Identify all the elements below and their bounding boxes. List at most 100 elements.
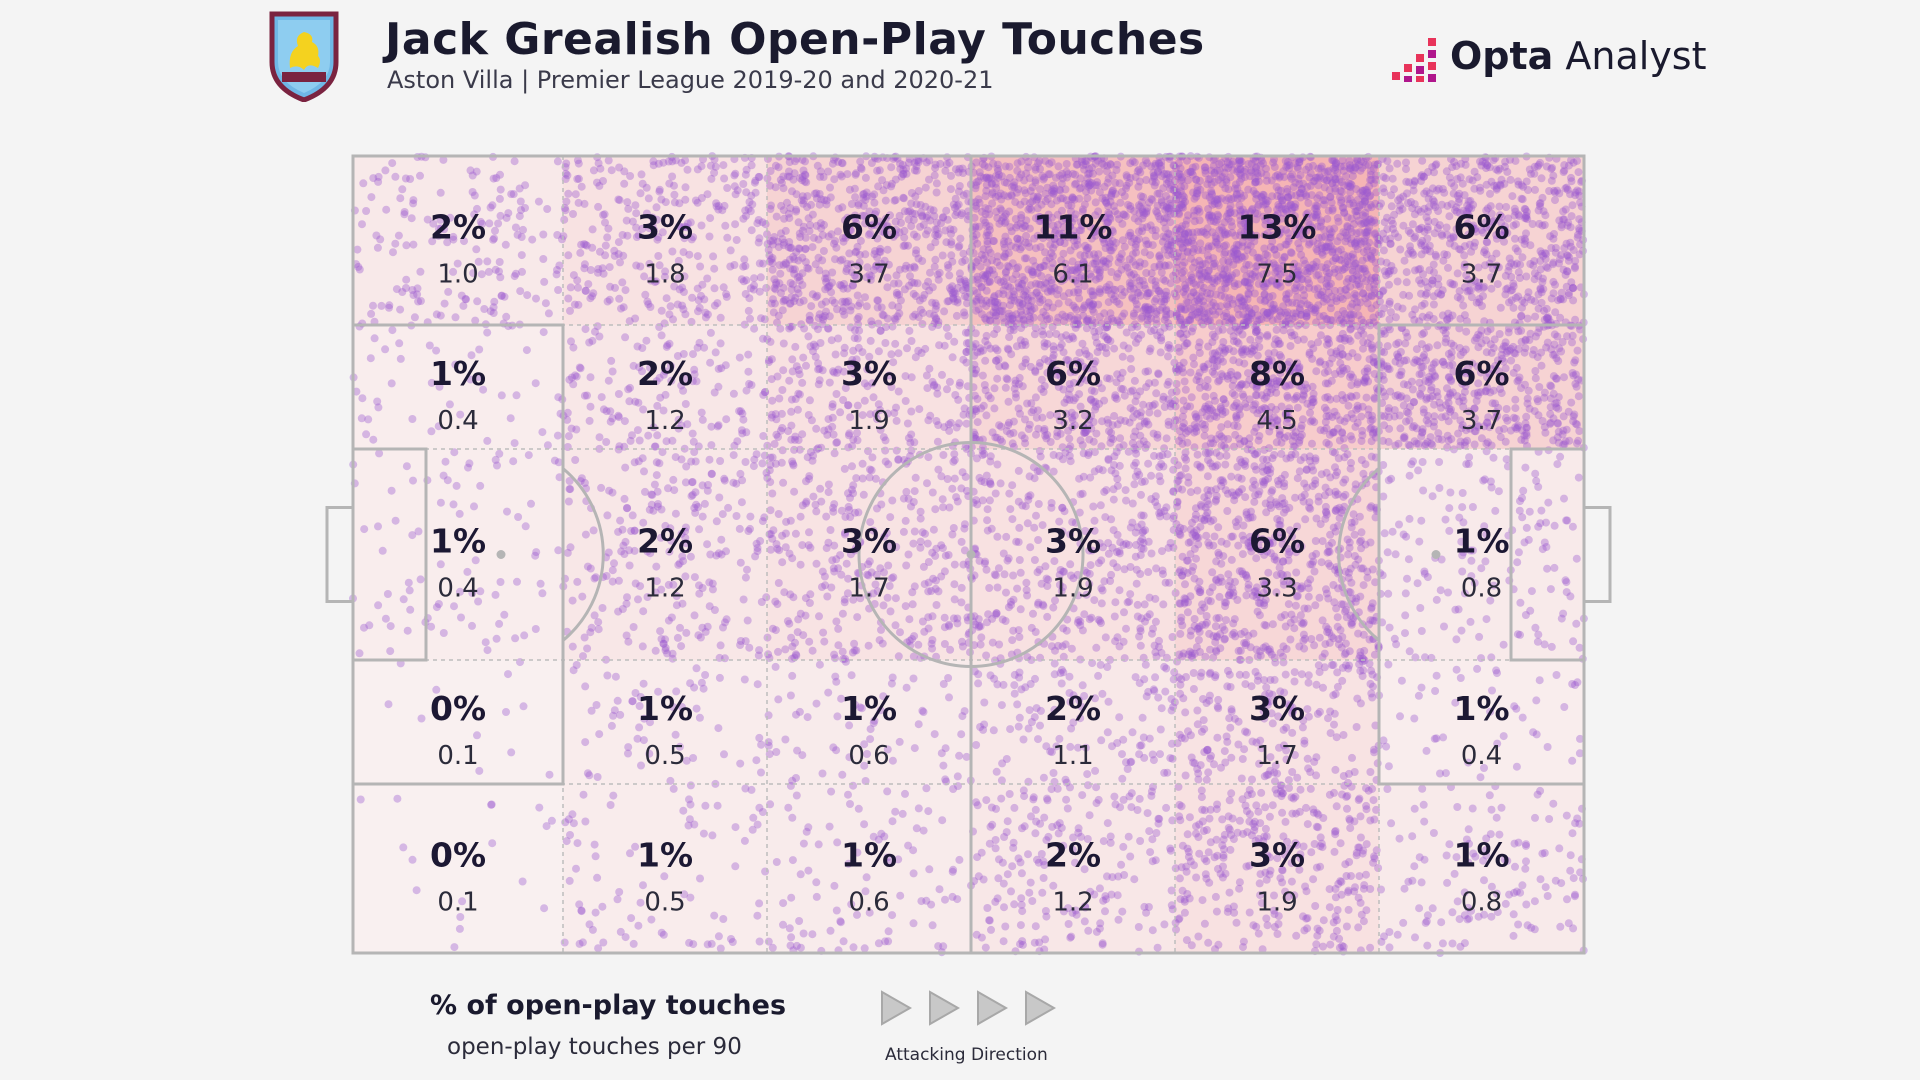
touch-dot xyxy=(1385,297,1394,306)
touch-dot xyxy=(353,245,362,254)
touch-dot xyxy=(1142,176,1151,184)
touch-dot xyxy=(1543,264,1552,272)
touch-dot xyxy=(595,332,604,341)
touch-dot xyxy=(854,301,863,310)
touch-dot xyxy=(822,307,830,316)
touch-dot xyxy=(785,376,794,385)
touch-dot xyxy=(427,427,436,436)
touch-dot xyxy=(563,443,572,451)
touch-dot xyxy=(705,232,714,241)
touch-dot xyxy=(1017,214,1026,222)
touch-dot xyxy=(662,342,671,351)
opta-analyst-logo-icon xyxy=(1392,38,1436,82)
touch-dot xyxy=(746,284,755,293)
heat-cell xyxy=(767,325,971,449)
touch-dot xyxy=(635,436,644,445)
touch-dot xyxy=(644,300,653,309)
touch-dot xyxy=(812,194,821,203)
touch-dot xyxy=(495,267,503,276)
touch-dot xyxy=(700,295,709,304)
touch-dot xyxy=(1128,257,1137,266)
touch-dot xyxy=(901,397,910,405)
touch-dot xyxy=(515,184,524,193)
touch-dot xyxy=(731,220,740,229)
touch-dot xyxy=(1015,373,1024,382)
touch-dot xyxy=(910,263,919,272)
touch-dot xyxy=(449,232,458,241)
touch-dot xyxy=(626,436,635,445)
touch-dot xyxy=(1033,269,1042,278)
touch-dot xyxy=(1201,166,1210,175)
touch-dot xyxy=(739,214,748,223)
touch-dot xyxy=(497,291,506,300)
touch-dot xyxy=(1243,246,1252,254)
touch-dot xyxy=(767,201,775,210)
touch-dot xyxy=(916,201,925,209)
touch-dot xyxy=(797,196,806,205)
touch-dot xyxy=(1066,246,1075,255)
touch-dot xyxy=(1417,301,1426,310)
touch-dot xyxy=(1307,191,1316,200)
touch-dot xyxy=(1302,311,1311,320)
touch-dot xyxy=(1429,201,1438,209)
touch-dot xyxy=(995,219,1004,228)
touch-dot xyxy=(1270,245,1279,254)
touch-dot xyxy=(852,219,861,228)
touch-dot xyxy=(471,316,480,325)
touch-dot xyxy=(620,417,629,426)
touch-dot xyxy=(792,248,801,257)
touch-dot xyxy=(1306,181,1315,190)
touch-dot xyxy=(596,247,604,256)
touch-dot xyxy=(1509,221,1518,230)
touch-dot xyxy=(794,366,803,374)
touch-dot xyxy=(615,163,624,172)
touch-dot xyxy=(528,235,537,244)
touch-dot xyxy=(679,305,688,314)
touch-dot xyxy=(1131,243,1140,252)
touch-dot xyxy=(1388,174,1397,183)
touch-dot xyxy=(642,336,651,345)
touch-dot xyxy=(1023,399,1032,408)
touch-dot xyxy=(731,169,740,178)
heat-cell xyxy=(1379,784,1584,953)
touch-dot xyxy=(1288,298,1297,307)
touch-dot xyxy=(1172,292,1181,301)
touch-dot xyxy=(1421,277,1430,286)
touch-dot xyxy=(747,191,756,200)
touch-dot xyxy=(1450,182,1459,191)
touch-dot xyxy=(488,201,497,210)
touch-dot xyxy=(769,295,777,304)
touch-dot xyxy=(477,270,486,279)
touch-dot xyxy=(925,309,934,318)
touch-dot xyxy=(722,290,731,299)
touch-dot xyxy=(907,337,916,345)
touch-dot xyxy=(1559,207,1568,216)
touch-dot xyxy=(1013,234,1022,243)
touch-dot xyxy=(539,255,548,263)
touch-dot xyxy=(541,299,550,308)
touch-dot xyxy=(610,251,619,260)
touch-dot xyxy=(1438,286,1447,295)
touch-dot xyxy=(1330,268,1339,277)
touch-dot xyxy=(777,289,785,298)
touch-dot xyxy=(906,272,914,281)
touch-dot xyxy=(794,244,803,253)
touch-dot xyxy=(1299,256,1308,265)
touch-dot xyxy=(770,284,779,293)
touch-dot xyxy=(1122,328,1131,337)
touch-dot xyxy=(755,234,764,243)
touch-dot xyxy=(771,285,780,294)
touch-dot xyxy=(1459,301,1468,310)
touch-dot xyxy=(1330,224,1339,233)
touch-dot xyxy=(900,207,909,216)
touch-dot xyxy=(513,230,522,239)
touch-dot xyxy=(1529,261,1538,270)
touch-dot xyxy=(1393,302,1402,311)
touch-dot xyxy=(1331,286,1339,295)
touch-dot xyxy=(782,260,791,269)
touch-dot xyxy=(362,430,371,439)
touch-dot xyxy=(1152,294,1161,303)
touch-dot xyxy=(689,233,698,242)
touch-dot xyxy=(990,404,999,413)
touch-dot xyxy=(679,288,688,296)
